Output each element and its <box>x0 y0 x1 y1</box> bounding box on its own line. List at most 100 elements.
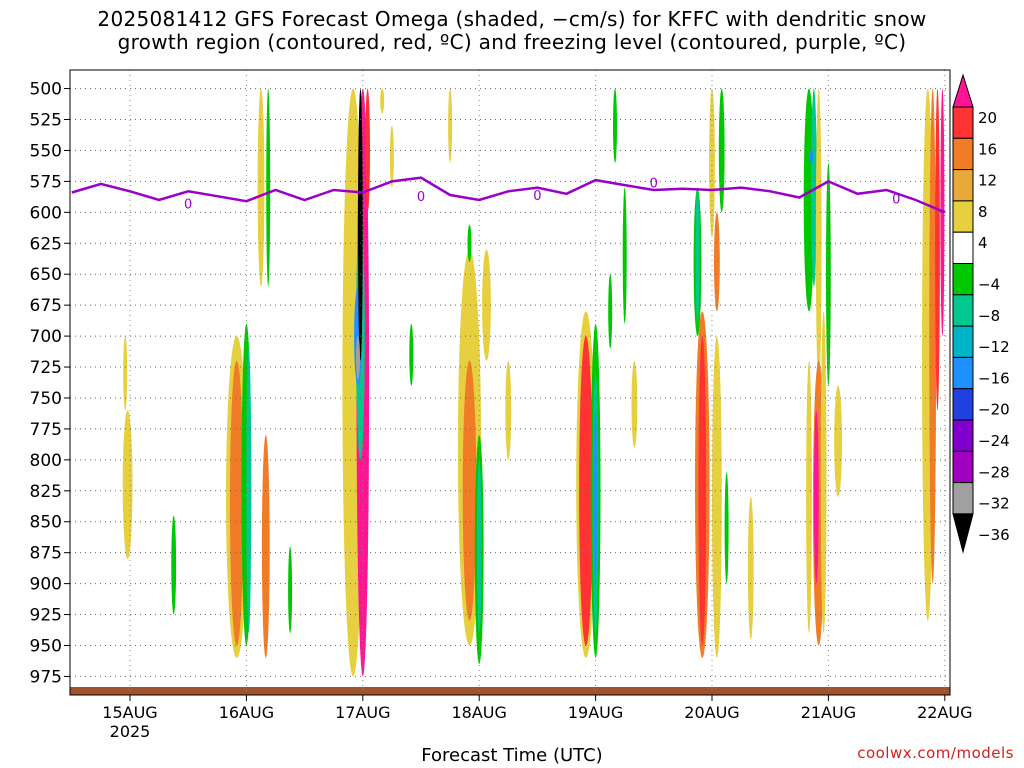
freezing-level-contour: 0 0 0 0 0 <box>71 176 946 214</box>
colorbar-segment <box>952 356 974 390</box>
colorbar-segment <box>952 169 974 202</box>
omega-area <box>820 311 827 634</box>
omega-area <box>356 336 360 380</box>
y-tick-label: 675 <box>30 296 62 316</box>
y-tick-label: 700 <box>30 327 62 347</box>
colorbar-segment <box>952 419 974 452</box>
omega-shading <box>70 88 950 695</box>
colorbar-bottom-arrow <box>952 513 974 554</box>
title-line-1: 2025081412 GFS Forecast Omega (shaded, −… <box>97 7 927 31</box>
surface-terrain <box>70 687 950 695</box>
y-tick-label: 850 <box>30 513 62 533</box>
y-tick-label: 800 <box>30 451 62 471</box>
omega-area <box>709 88 715 238</box>
omega-area <box>712 336 722 658</box>
x-axis-label: Forecast Time (UTC) <box>421 745 603 766</box>
y-tick-label: 900 <box>30 575 62 595</box>
colorbar-label: −24 <box>978 432 1010 450</box>
omega-area <box>389 125 394 188</box>
x-tick-label: 19AUG <box>568 703 623 722</box>
chart-title: 2025081412 GFS Forecast Omega (shaded, −… <box>0 8 1024 54</box>
omega-area <box>698 336 707 646</box>
colorbar-segment <box>952 200 974 233</box>
x-axis: 15AUG 16AUG 17AUG 18AUG 19AUG 20AUG 21AUG 22AUG… <box>102 695 973 741</box>
omega-area <box>718 88 725 213</box>
omega-area <box>714 212 720 312</box>
y-tick-label: 775 <box>30 420 62 440</box>
y-axis: 500 525 550 575 600 625 650 675 700 725 750 775 800 8… <box>30 80 70 687</box>
colorbar-label: −8 <box>978 307 1000 325</box>
x-tick-label: 16AUG <box>219 703 274 722</box>
omega-area <box>409 323 414 386</box>
colorbar-label: −28 <box>978 463 1010 481</box>
omega-area <box>622 187 627 324</box>
colorbar-label: 4 <box>978 234 988 252</box>
colorbar-label: −16 <box>978 369 1010 387</box>
x-tick-label: 18AUG <box>451 703 506 722</box>
y-tick-label: 975 <box>30 667 62 687</box>
colorbar-label: −32 <box>978 495 1010 513</box>
colorbar-segment <box>952 294 974 327</box>
omega-area <box>448 88 453 163</box>
title-line-2: growth region (contoured, red, ºC) and f… <box>117 30 907 54</box>
omega-area <box>593 410 598 584</box>
omega-area <box>608 274 613 349</box>
y-tick-label: 625 <box>30 234 62 254</box>
y-tick-label: 925 <box>30 606 62 626</box>
omega-area <box>809 150 814 163</box>
y-tick-label: 950 <box>30 636 62 656</box>
y-tick-label: 550 <box>30 141 62 161</box>
omega-area <box>813 410 819 584</box>
colorbar-segment <box>952 231 974 264</box>
omega-area <box>815 88 822 386</box>
colorbar-label: 20 <box>978 109 997 127</box>
y-tick-label: 500 <box>30 80 62 100</box>
y-tick-label: 825 <box>30 482 62 502</box>
plot-frame <box>69 69 951 696</box>
omega-area <box>229 360 244 646</box>
grid-lines <box>70 70 950 695</box>
colorbar-label: −4 <box>978 276 1000 294</box>
omega-area <box>613 88 617 163</box>
freezing-level-label: 0 <box>417 190 425 205</box>
x-tick-label: 22AUG <box>917 703 972 722</box>
omega-area <box>257 88 265 287</box>
omega-area <box>467 224 472 262</box>
freezing-level-label: 0 <box>650 177 658 192</box>
colorbar-label: −12 <box>978 338 1010 356</box>
omega-area <box>482 249 491 361</box>
omega-area <box>288 546 293 634</box>
freezing-level-line <box>71 176 946 214</box>
x-tick-label: 15AUG <box>102 703 157 722</box>
omega-area <box>266 88 271 287</box>
omega-area <box>747 496 754 640</box>
colorbar-segment <box>952 106 974 139</box>
omega-area <box>724 472 729 584</box>
omega-area <box>261 435 270 658</box>
omega-area <box>695 187 700 324</box>
omega-area <box>935 88 940 411</box>
omega-area <box>476 459 482 634</box>
y-tick-label: 525 <box>30 111 62 131</box>
y-tick-label: 575 <box>30 172 62 192</box>
colorbar-segment <box>952 482 974 515</box>
colorbar-segment <box>952 450 974 484</box>
colorbar-label: −20 <box>978 401 1010 419</box>
y-tick-label: 725 <box>30 358 62 378</box>
colorbar-label: 16 <box>978 140 997 158</box>
colorbar-label: −36 <box>978 526 1010 544</box>
omega-area <box>171 515 177 615</box>
plot-border <box>69 69 951 696</box>
omega-area <box>811 88 817 287</box>
y-tick-label: 750 <box>30 389 62 409</box>
colorbar-label: 8 <box>978 203 988 221</box>
site-credit: coolwx.com/models <box>857 744 1014 762</box>
omega-area <box>806 360 812 634</box>
x-tick-label: 21AUG <box>801 703 856 722</box>
omega-area <box>505 360 512 460</box>
y-tick-label: 600 <box>30 203 62 223</box>
colorbar-segment <box>952 388 974 421</box>
omega-area <box>365 88 370 213</box>
omega-area <box>929 88 937 584</box>
y-tick-label: 650 <box>30 265 62 285</box>
